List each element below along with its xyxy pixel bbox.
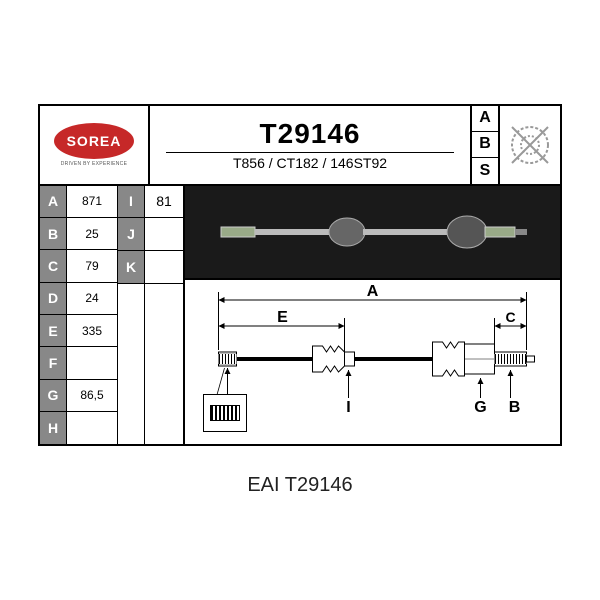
dim-letter-i: I	[346, 399, 350, 416]
dim-letter-c: C	[505, 309, 515, 325]
value-a: 871	[67, 186, 117, 218]
label-b: B	[40, 218, 66, 250]
dim-letter-e: E	[277, 309, 288, 326]
spline-detail-box	[203, 394, 247, 432]
header-row: SOREA DRIVEN BY EXPERIENCE T29146 T856 /…	[40, 106, 560, 186]
caption-code: T29146	[285, 474, 353, 496]
label-j: J	[118, 218, 144, 251]
main-area: A E C	[185, 186, 560, 444]
label-h: H	[40, 412, 66, 443]
label-d: D	[40, 283, 66, 315]
spec-labels-left: A B C D E F G H	[40, 186, 67, 444]
abs-letter-s: S	[472, 158, 498, 183]
abs-column: A B S	[472, 106, 500, 184]
part-number: T29146	[260, 118, 361, 150]
title-cell: T29146 T856 / CT182 / 146ST92	[150, 106, 472, 184]
label-g: G	[40, 380, 66, 412]
dim-letter-a: A	[367, 283, 379, 300]
abs-icon-cell	[500, 106, 560, 184]
label-c: C	[40, 250, 66, 282]
label-a: A	[40, 186, 66, 218]
value-h	[67, 412, 117, 443]
label-i: I	[118, 186, 144, 219]
value-k	[145, 251, 183, 284]
logo-cell: SOREA DRIVEN BY EXPERIENCE	[40, 106, 150, 184]
brand-logo: SOREA	[54, 123, 134, 159]
dim-letter-b: B	[509, 399, 521, 416]
spec-values-left: 871 25 79 24 335 86,5	[67, 186, 118, 444]
content-row: A B C D E F G H 871 25 79 24 335 86,5 I …	[40, 186, 560, 444]
caption: EAI T29146	[247, 474, 352, 497]
product-photo	[185, 186, 560, 280]
spacer	[145, 284, 183, 443]
label-k: K	[118, 251, 144, 284]
value-i: 81	[145, 186, 183, 219]
cross-references: T856 / CT182 / 146ST92	[166, 152, 454, 171]
spacer	[118, 284, 144, 443]
label-f: F	[40, 347, 66, 379]
value-j	[145, 218, 183, 251]
value-d: 24	[67, 283, 117, 315]
driveshaft-photo-icon	[213, 197, 533, 267]
value-b: 25	[67, 218, 117, 250]
dim-letter-g: G	[474, 399, 486, 416]
label-e: E	[40, 315, 66, 347]
spec-labels-right: I J K	[118, 186, 145, 444]
spec-card: SOREA DRIVEN BY EXPERIENCE T29146 T856 /…	[38, 104, 562, 446]
abs-letter-a: A	[472, 106, 498, 132]
abs-ring-icon	[508, 123, 552, 167]
value-e: 335	[67, 315, 117, 347]
dimension-diagram: A E C	[185, 278, 560, 444]
value-f	[67, 347, 117, 379]
value-g: 86,5	[67, 380, 117, 412]
brand-subtitle: DRIVEN BY EXPERIENCE	[61, 161, 127, 167]
value-c: 79	[67, 250, 117, 282]
caption-brand: EAI	[247, 474, 279, 496]
spec-values-right: 81	[145, 186, 185, 444]
abs-letter-b: B	[472, 132, 498, 158]
